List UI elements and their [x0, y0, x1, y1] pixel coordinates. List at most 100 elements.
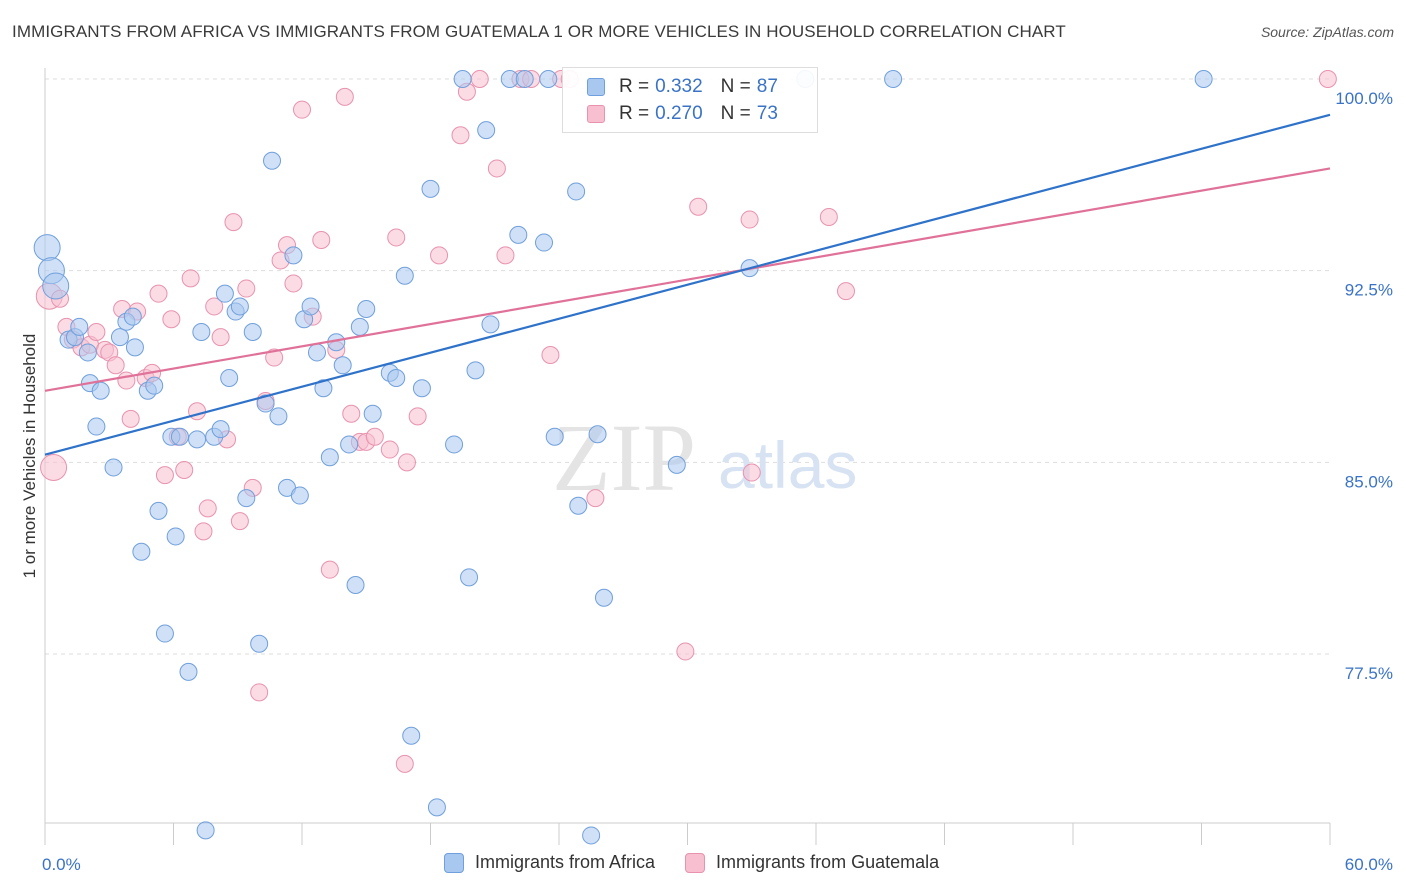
- africa-point-8: [87, 417, 106, 436]
- guatemala-point-59: [496, 246, 515, 265]
- africa-point-19: [155, 624, 174, 643]
- africa-point-17: [145, 376, 164, 395]
- africa-point-52: [357, 300, 376, 318]
- africa-point-53: [363, 404, 382, 423]
- guatemala-point-30: [230, 512, 249, 531]
- africa-point-65: [477, 121, 496, 140]
- africa-point-13: [123, 307, 142, 326]
- africa-point-56: [395, 266, 414, 285]
- africa-point-22: [170, 427, 189, 446]
- africa-point-36: [256, 394, 275, 413]
- africa-point-76: [588, 425, 607, 444]
- guatemala-point-62: [541, 346, 560, 364]
- africa-point-34: [243, 323, 262, 341]
- africa-point-72: [545, 427, 564, 446]
- africa-point-64: [466, 361, 485, 380]
- guatemala-point-44: [335, 87, 354, 106]
- africa-legend-swatch: [444, 852, 464, 873]
- correlation-legend: R = 0.332 N = 87 R = 0.270 N = 73: [562, 67, 818, 133]
- trend-lines: [44, 113, 1331, 456]
- guatemala-point-65: [586, 489, 605, 508]
- africa-point-46: [320, 448, 339, 467]
- africa-point-5: [70, 317, 89, 336]
- africa-point-82: [1194, 70, 1213, 88]
- africa-point-44: [307, 343, 326, 362]
- africa-point-50: [346, 576, 365, 594]
- guatemala-trend-line: [44, 167, 1331, 392]
- guatemala-point-19: [162, 310, 181, 329]
- africa-point-37: [263, 151, 282, 170]
- africa-point-18: [149, 501, 168, 520]
- africa-point-26: [196, 821, 215, 840]
- guatemala-point-22: [181, 269, 200, 288]
- guatemala-r-label: R =: [619, 103, 650, 124]
- watermark: ZIP atlas: [552, 404, 857, 511]
- africa-point-43: [301, 297, 320, 316]
- africa-point-70: [535, 233, 554, 252]
- africa-point-9: [91, 381, 110, 400]
- x-tick-label-1: 60.0%: [1345, 855, 1393, 874]
- africa-point-14: [125, 338, 144, 357]
- guatemala-point-23: [188, 402, 207, 421]
- guatemala-point-27: [211, 328, 230, 347]
- africa-point-48: [333, 356, 352, 375]
- africa-swatch: [587, 78, 605, 96]
- guatemala-point-66: [676, 642, 695, 661]
- africa-point-78: [667, 455, 686, 474]
- guatemala-point-58: [487, 159, 506, 178]
- guatemala-r-value: 0.270: [655, 103, 703, 124]
- africa-legend-label: Immigrants from Africa: [475, 852, 656, 872]
- guatemala-point-70: [819, 208, 838, 226]
- guatemala-point-72: [1318, 70, 1337, 88]
- guatemala-point-33: [250, 683, 269, 702]
- africa-point-21: [166, 527, 185, 546]
- guatemala-point-17: [149, 284, 168, 303]
- africa-point-15: [132, 542, 151, 561]
- africa-point-10: [104, 458, 123, 477]
- africa-point-23: [179, 662, 198, 681]
- guatemala-point-7: [87, 323, 106, 341]
- africa-point-41: [290, 486, 309, 505]
- guatemala-legend-swatch: [685, 852, 706, 873]
- legend-row-africa: R = 0.332 N = 87: [587, 75, 778, 99]
- guatemala-point-45: [342, 404, 361, 423]
- africa-point-68: [509, 225, 528, 244]
- guatemala-point-26: [205, 297, 224, 316]
- africa-point-49: [340, 435, 359, 454]
- legend-item-guatemala[interactable]: Immigrants from Guatemala: [685, 852, 939, 873]
- guatemala-point-52: [397, 453, 416, 472]
- guatemala-point-13: [121, 409, 140, 428]
- africa-point-62: [453, 70, 472, 88]
- africa-point-66: [481, 315, 500, 334]
- africa-r-value: 0.332: [655, 76, 703, 97]
- guatemala-point-55: [451, 126, 470, 145]
- guatemala-point-54: [430, 246, 449, 265]
- africa-trend-line: [44, 113, 1331, 456]
- africa-point-71: [539, 70, 558, 88]
- guatemala-point-71: [836, 282, 855, 301]
- africa-point-33: [237, 489, 256, 508]
- africa-point-38: [269, 407, 288, 426]
- guatemala-point-31: [237, 279, 256, 298]
- guatemala-point-1: [40, 453, 68, 481]
- legend-row-guatemala: R = 0.270 N = 73: [587, 102, 778, 126]
- x-tick-label-0: 0.0%: [42, 855, 81, 874]
- guatemala-point-24: [194, 522, 213, 541]
- guatemala-legend-label: Immigrants from Guatemala: [716, 852, 940, 872]
- guatemala-n-label: N =: [720, 103, 751, 124]
- africa-point-77: [594, 588, 613, 607]
- series-legend: Immigrants from Africa Immigrants from G…: [444, 852, 969, 873]
- watermark-atlas: atlas: [718, 428, 857, 502]
- africa-point-59: [421, 179, 440, 198]
- legend-item-africa[interactable]: Immigrants from Africa: [444, 852, 655, 873]
- africa-point-28: [211, 420, 230, 439]
- guatemala-point-39: [293, 100, 311, 119]
- y-tick-label-1: 85.0%: [1345, 472, 1393, 491]
- tick-labels: 77.5% 85.0% 92.5% 100.0% 0.0% 60.0%: [42, 89, 1393, 874]
- guatemala-point-48: [365, 427, 384, 446]
- guatemala-point-29: [224, 213, 243, 232]
- africa-point-45: [314, 379, 333, 398]
- guatemala-point-49: [380, 440, 399, 459]
- y-tick-label-3: 100.0%: [1335, 89, 1393, 108]
